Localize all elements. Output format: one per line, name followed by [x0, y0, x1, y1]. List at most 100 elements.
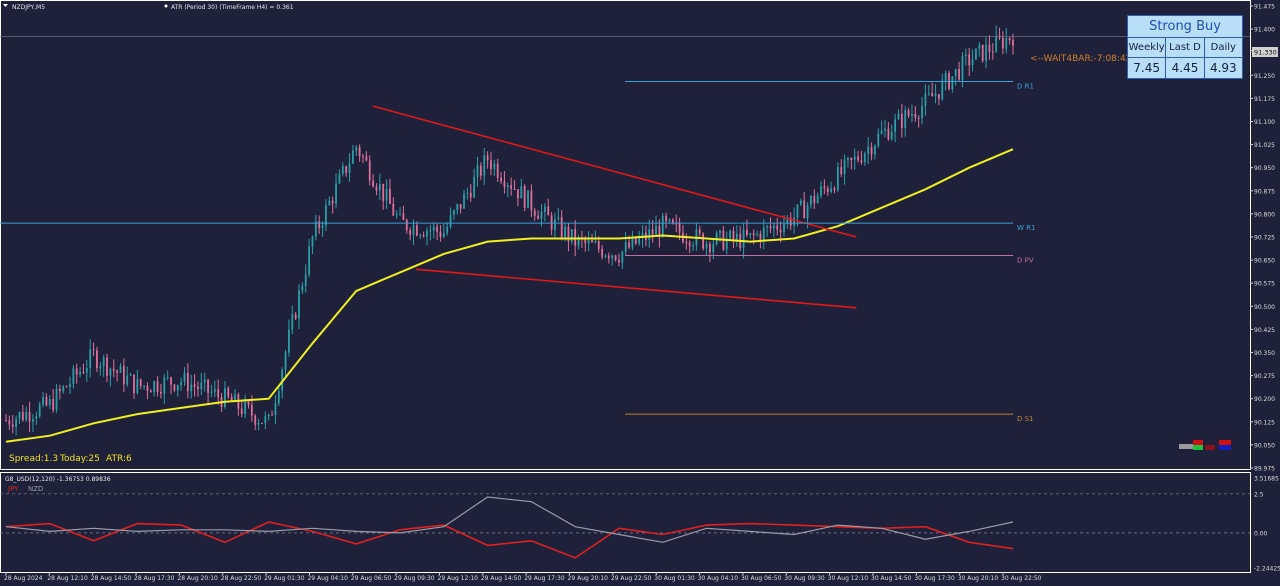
- candle-body: [742, 229, 745, 248]
- candle-body: [772, 225, 775, 229]
- candle-body: [389, 188, 391, 204]
- sub-tick-label: -2.24425: [1254, 566, 1280, 573]
- x-tick-label: 29 Aug 17:30: [524, 575, 565, 582]
- candle-body: [193, 384, 196, 387]
- x-tick-label: 30 Aug 17:30: [914, 575, 955, 582]
- candle-body: [671, 219, 674, 224]
- candle-body: [604, 255, 607, 257]
- candle-body: [318, 221, 321, 228]
- candle-body: [112, 368, 115, 371]
- x-tick-label: 30 Aug 20:10: [958, 575, 999, 582]
- candle-body: [166, 377, 169, 379]
- candle-body: [294, 314, 297, 319]
- candle-body: [15, 418, 18, 427]
- chart-frame: [0, 0, 1251, 573]
- y-tick-label: 91.400: [1254, 27, 1275, 34]
- candle-body: [42, 396, 44, 405]
- candle-body: [362, 156, 364, 158]
- x-tick-label: 29 Aug 04:10: [307, 575, 348, 582]
- candle-body: [264, 416, 267, 424]
- y-tick-label: 90.350: [1254, 350, 1275, 357]
- candle-body: [624, 242, 627, 252]
- symbol-label: NZDJPY,M5: [12, 4, 45, 11]
- candle-body: [38, 404, 41, 417]
- candle-body: [665, 215, 668, 222]
- candle-body: [601, 248, 604, 257]
- candle-body: [958, 68, 961, 80]
- candle-body: [170, 377, 172, 385]
- candle-body: [900, 113, 903, 129]
- candle-body: [126, 375, 129, 385]
- x-tick-label: 30 Aug 04:10: [698, 575, 739, 582]
- header-weekly: Weekly: [1128, 38, 1167, 57]
- currency-jpy-label: JPY: [7, 485, 19, 493]
- candle-body: [584, 239, 587, 244]
- candle-body: [466, 192, 469, 194]
- candle-body: [382, 183, 385, 201]
- candle-body: [92, 349, 95, 351]
- candle-body: [422, 235, 425, 237]
- candle-body: [432, 226, 435, 231]
- candle-body: [951, 76, 954, 90]
- candle-body: [523, 186, 526, 208]
- candle-body: [186, 372, 189, 392]
- candle-body: [496, 163, 499, 178]
- candle-body: [543, 206, 546, 212]
- candle-body: [82, 371, 85, 373]
- x-tick-label: 29 Aug 06:50: [351, 575, 392, 582]
- candle-body: [537, 215, 540, 220]
- candle-body: [365, 156, 368, 161]
- candle-body: [863, 153, 866, 163]
- y-tick-label: 90.500: [1254, 304, 1275, 311]
- candle-body: [816, 195, 819, 204]
- candle-body: [820, 186, 822, 196]
- trendline-2: [416, 268, 857, 309]
- y-tick-label: 90.875: [1254, 188, 1275, 195]
- x-tick-label: 29 Aug 20:10: [568, 575, 609, 582]
- candle-body: [203, 379, 206, 383]
- candle-body: [513, 188, 516, 190]
- spread-label: Spread:1.3: [9, 454, 58, 464]
- candle-body: [426, 230, 428, 237]
- candle-body: [867, 146, 870, 154]
- candle-body: [988, 44, 991, 52]
- candle-body: [351, 150, 354, 164]
- sub-tick-label: 2.5: [1254, 491, 1264, 498]
- candle-body: [409, 230, 412, 235]
- candle-body: [924, 93, 927, 106]
- candle-body: [311, 236, 314, 247]
- candle-body: [874, 145, 876, 155]
- candle-body: [954, 68, 957, 77]
- candles-layer: [5, 25, 1014, 436]
- x-tick-label: 28 Aug 12:10: [47, 575, 88, 582]
- candle-body: [163, 377, 166, 394]
- pivot-label: D S1: [1017, 415, 1034, 423]
- candle-body: [18, 412, 21, 419]
- candle-body: [577, 236, 580, 246]
- strength-block-blue: [1219, 445, 1231, 450]
- candle-body: [338, 173, 341, 184]
- signal-title: Strong Buy: [1128, 16, 1242, 38]
- candle-body: [712, 244, 715, 253]
- candle-body: [58, 388, 61, 392]
- candle-body: [473, 176, 476, 198]
- candle-body: [446, 226, 449, 234]
- candle-body: [840, 167, 843, 175]
- candle-body: [483, 155, 486, 176]
- trendline-1: [372, 105, 857, 238]
- candle-body: [372, 180, 375, 187]
- y-tick-label: 90.800: [1254, 211, 1275, 218]
- candle-body: [308, 246, 311, 275]
- candle-body: [611, 255, 614, 259]
- candle-body: [870, 146, 873, 155]
- candle-body: [860, 160, 863, 163]
- chevron-down-icon[interactable]: [3, 4, 8, 7]
- candle-body: [877, 133, 880, 146]
- candle-body: [708, 243, 711, 253]
- candle-body: [911, 114, 913, 116]
- strength-block-red: [1193, 440, 1203, 445]
- candle-body: [813, 196, 816, 204]
- candle-body: [554, 218, 556, 230]
- candle-body: [240, 408, 243, 414]
